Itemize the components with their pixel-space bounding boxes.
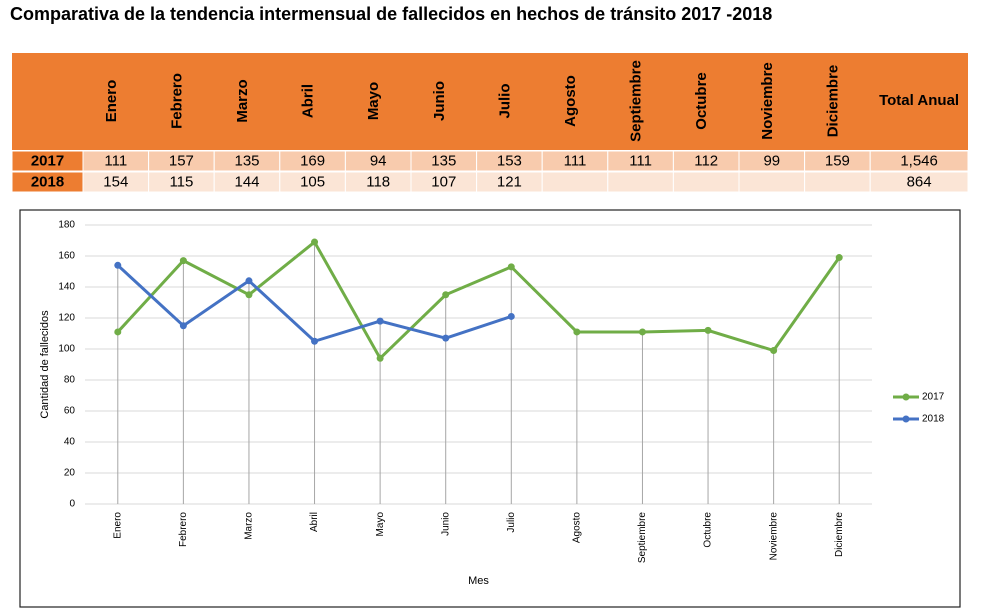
row-header: 2018	[31, 173, 64, 190]
column-header: Total Anual	[879, 92, 959, 109]
data-point	[442, 291, 450, 299]
page-title: Comparativa de la tendencia intermensual…	[10, 4, 772, 24]
x-tick-label: Junio	[440, 512, 451, 536]
data-point	[179, 322, 187, 330]
table-cell-text: 159	[825, 152, 850, 169]
table-cell	[869, 171, 969, 193]
legend-marker	[902, 415, 910, 423]
x-tick-label: Diciembre	[834, 512, 845, 557]
column-header: Septiembre	[628, 60, 645, 142]
series-line	[116, 239, 841, 361]
x-tick-label: Marzo	[244, 512, 255, 540]
legend-marker	[902, 393, 910, 401]
table-cell-text: 144	[234, 173, 259, 190]
data-point	[376, 317, 384, 325]
table-cell	[541, 171, 609, 193]
data-point	[114, 328, 122, 336]
column-header: Junio	[431, 81, 448, 121]
chart-frame	[19, 209, 961, 608]
table-cell-text: 157	[169, 152, 194, 169]
table-cell-text: 154	[103, 173, 128, 190]
data-point	[245, 277, 253, 285]
data-point	[770, 347, 778, 355]
y-tick-label: 80	[64, 375, 76, 386]
table-cell	[804, 171, 871, 193]
data-point	[311, 337, 319, 345]
column-header: Enero	[103, 80, 120, 123]
column-header: Octubre	[693, 72, 710, 130]
table-cell-text: 94	[370, 152, 387, 169]
data-point	[442, 334, 450, 342]
table-cell-text: 115	[169, 173, 193, 190]
table-cell	[672, 171, 740, 193]
column-header: Mayo	[365, 82, 382, 120]
table-cell-text: 1,546	[900, 152, 938, 169]
table-cell-text: 112	[694, 152, 718, 169]
table-cell-text: 105	[300, 173, 325, 190]
y-tick-label: 60	[64, 406, 76, 417]
table-cell-text: 99	[763, 152, 780, 169]
legend-label: 2017	[922, 392, 945, 403]
legend-label: 2018	[922, 414, 945, 425]
y-tick-label: 160	[58, 251, 75, 262]
x-tick-label: Noviembre	[768, 512, 779, 561]
column-header: Diciembre	[824, 65, 841, 138]
data-point	[704, 326, 712, 334]
table-cell-text: 135	[431, 152, 456, 169]
column-header: Marzo	[234, 79, 251, 122]
table-cell-text: 111	[104, 152, 127, 169]
x-tick-label: Enero	[112, 512, 123, 539]
table-cell-text: 111	[564, 152, 587, 169]
x-tick-label: Octubre	[703, 512, 714, 548]
table-cell	[738, 171, 806, 193]
y-tick-label: 120	[58, 313, 75, 324]
table-cell-text: 121	[497, 173, 522, 190]
y-tick-label: 180	[58, 220, 75, 231]
column-header: Noviembre	[759, 62, 776, 140]
x-tick-label: Julio	[506, 512, 517, 533]
table-cell-text: 169	[300, 152, 325, 169]
column-header: Agosto	[562, 75, 579, 127]
column-header: Julio	[496, 83, 513, 118]
data-point	[179, 257, 187, 265]
table-cell-text: 864	[907, 173, 932, 190]
table-header-bg	[12, 53, 968, 150]
table-cell-text: 111	[629, 152, 652, 169]
row-header: 2017	[31, 152, 64, 169]
x-tick-label: Febrero	[178, 512, 189, 547]
y-tick-label: 140	[58, 282, 75, 293]
data-point	[311, 238, 319, 246]
x-tick-label: Septiembre	[637, 512, 648, 564]
x-tick-label: Abril	[309, 512, 320, 532]
column-header: Abril	[300, 84, 317, 118]
data-point	[573, 328, 581, 336]
data-point	[638, 328, 646, 336]
x-tick-label: Agosto	[572, 512, 583, 544]
data-point	[245, 291, 253, 299]
y-tick-label: 0	[69, 499, 75, 510]
x-tick-label: Mayo	[375, 512, 386, 537]
table-cell	[607, 171, 674, 193]
data-point	[507, 312, 515, 320]
data-point	[507, 263, 515, 271]
x-axis-label: Mes	[468, 575, 489, 587]
y-tick-label: 40	[64, 437, 76, 448]
table-cell	[869, 150, 969, 172]
table-cell-text: 118	[366, 173, 390, 190]
table-cell-text: 153	[497, 152, 522, 169]
y-tick-label: 100	[58, 344, 75, 355]
data-point	[835, 254, 843, 262]
y-tick-label: 20	[64, 468, 76, 479]
column-header: Febrero	[168, 73, 185, 129]
y-axis-label: Cantidad de fallecidos	[39, 310, 51, 419]
table-cell-text: 135	[234, 152, 259, 169]
data-point	[114, 261, 122, 269]
table-cell-text: 107	[431, 173, 456, 190]
data-point	[376, 354, 384, 362]
